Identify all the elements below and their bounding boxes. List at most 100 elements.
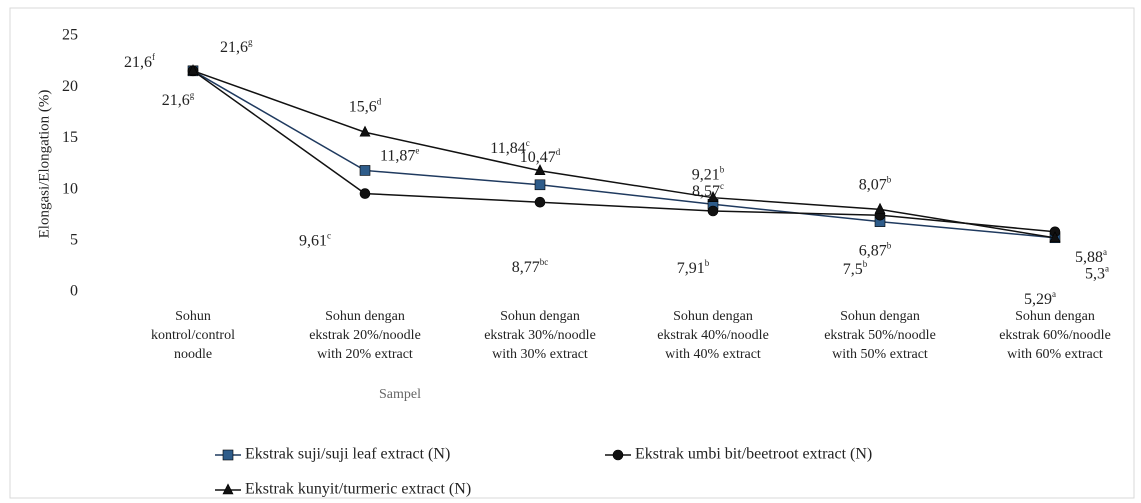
data-label-value: 9,21	[692, 166, 720, 183]
x-tick-label: Sohun dengan	[500, 309, 580, 324]
data-label-letter: c	[526, 138, 530, 148]
data-label-letter: b	[887, 241, 892, 251]
data-label: 21,6g	[162, 90, 195, 109]
data-label-letter: b	[863, 259, 868, 269]
data-label-letter: g	[248, 37, 253, 47]
x-tick-label: ekstrak 20%/noodle	[309, 328, 421, 343]
y-tick-label: 15	[62, 129, 78, 146]
data-label-letter: b	[705, 258, 710, 268]
data-label-value: 5,29	[1024, 291, 1052, 308]
legend-item: Ekstrak umbi bit/beetroot extract (N)	[605, 446, 872, 463]
legend-item: Ekstrak kunyit/turmeric extract (N)	[215, 481, 471, 498]
legend-label: Ekstrak umbi bit/beetroot extract (N)	[635, 446, 872, 463]
data-label: 5,88a	[1075, 247, 1107, 266]
data-label: 5,3a	[1085, 264, 1109, 283]
y-tick-label: 25	[62, 27, 78, 44]
data-label-value: 21,6	[124, 53, 152, 70]
series-line	[192, 70, 1056, 233]
data-label: 6,87b	[859, 241, 892, 260]
x-tick-label: with 50% extract	[832, 347, 928, 362]
legend-label: Ekstrak kunyit/turmeric extract (N)	[245, 481, 471, 498]
data-point	[534, 164, 546, 176]
x-tick-label: with 40% extract	[665, 347, 761, 362]
legend-item: Ekstrak suji/suji leaf extract (N)	[215, 446, 450, 463]
x-tick-label: Sohun	[175, 309, 211, 324]
data-label: 9,21b	[692, 165, 725, 184]
data-label: 11,87e	[380, 146, 419, 165]
data-point	[359, 188, 371, 199]
data-point	[534, 196, 546, 208]
x-tick-label: ekstrak 40%/noodle	[657, 328, 769, 343]
legend-label: Ekstrak suji/suji leaf extract (N)	[245, 446, 450, 463]
data-label-value: 8,77	[512, 259, 540, 276]
data-label: 5,29a	[1024, 289, 1056, 308]
series-line	[192, 70, 1056, 239]
data-label-value: 15,6	[349, 98, 377, 115]
data-label-value: 10,47	[520, 148, 556, 165]
data-point	[187, 64, 199, 76]
data-label-letter: a	[1105, 264, 1109, 274]
x-tick-label: Sohun dengan	[840, 309, 920, 324]
data-point	[534, 179, 546, 191]
data-label-letter: g	[190, 90, 195, 100]
legend-marker	[612, 449, 624, 461]
data-label-value: 6,87	[859, 242, 887, 259]
data-label-letter: a	[1103, 247, 1107, 257]
y-tick-label: 5	[70, 231, 78, 248]
data-label-value: 5,3	[1085, 265, 1105, 282]
data-label: 11,84c	[490, 138, 529, 157]
data-point	[707, 205, 719, 217]
x-tick-label: Sohun dengan	[673, 309, 753, 324]
x-tick-label: ekstrak 50%/noodle	[824, 328, 936, 343]
y-axis-label: Elongasi/Elongation (%)	[36, 90, 52, 239]
data-label-letter: f	[152, 52, 155, 62]
chart-border	[9, 7, 1135, 499]
data-label-value: 7,5	[843, 261, 863, 278]
data-label: 15,6d	[349, 96, 382, 115]
x-tick-label: with 30% extract	[492, 347, 588, 362]
data-point	[359, 125, 371, 137]
y-tick-label: 20	[62, 78, 78, 95]
data-label-value: 7,91	[677, 260, 705, 277]
data-label: 21,6g	[220, 37, 253, 56]
data-label-letter: b	[720, 165, 725, 175]
y-tick-label: 10	[62, 180, 78, 197]
x-tick-label: noodle	[174, 347, 212, 362]
data-label-letter: bc	[540, 257, 549, 267]
data-label-letter: c	[720, 181, 724, 191]
x-tick-label: kontrol/control	[151, 328, 235, 343]
data-label: 8,77bc	[512, 257, 549, 276]
data-label: 21,6f	[124, 52, 155, 71]
data-label-letter: d	[377, 96, 382, 106]
x-tick-label: with 20% extract	[317, 347, 413, 362]
data-label: 10,47d	[520, 147, 561, 166]
data-label-value: 8,07	[859, 176, 887, 193]
x-tick-label: with 60% extract	[1007, 347, 1103, 362]
data-label-value: 11,84	[490, 139, 525, 156]
data-point	[874, 202, 886, 214]
data-label: 9,61c	[299, 231, 331, 250]
x-tick-label: ekstrak 30%/noodle	[484, 328, 596, 343]
data-label: 7,5b	[843, 259, 868, 278]
data-label-letter: c	[327, 231, 331, 241]
x-axis-label: Sampel	[379, 387, 421, 402]
data-label-letter: d	[556, 147, 561, 157]
x-tick-label: Sohun dengan	[325, 309, 405, 324]
data-label-value: 11,87	[380, 147, 415, 164]
data-label-letter: e	[415, 146, 419, 156]
data-label-value: 21,6	[162, 91, 190, 108]
legend-marker	[222, 483, 234, 495]
data-point	[359, 165, 371, 176]
data-label: 7,91b	[677, 258, 710, 277]
data-label-letter: b	[887, 174, 892, 184]
data-label-value: 9,61	[299, 232, 327, 249]
data-label-value: 21,6	[220, 38, 248, 55]
data-label-value: 5,88	[1075, 248, 1103, 265]
data-point	[707, 191, 719, 202]
data-label: 8,07b	[859, 174, 892, 193]
x-tick-label: ekstrak 60%/noodle	[999, 328, 1111, 343]
y-tick-label: 0	[70, 283, 78, 300]
data-point	[1049, 231, 1061, 243]
data-label-letter: a	[1052, 289, 1056, 299]
